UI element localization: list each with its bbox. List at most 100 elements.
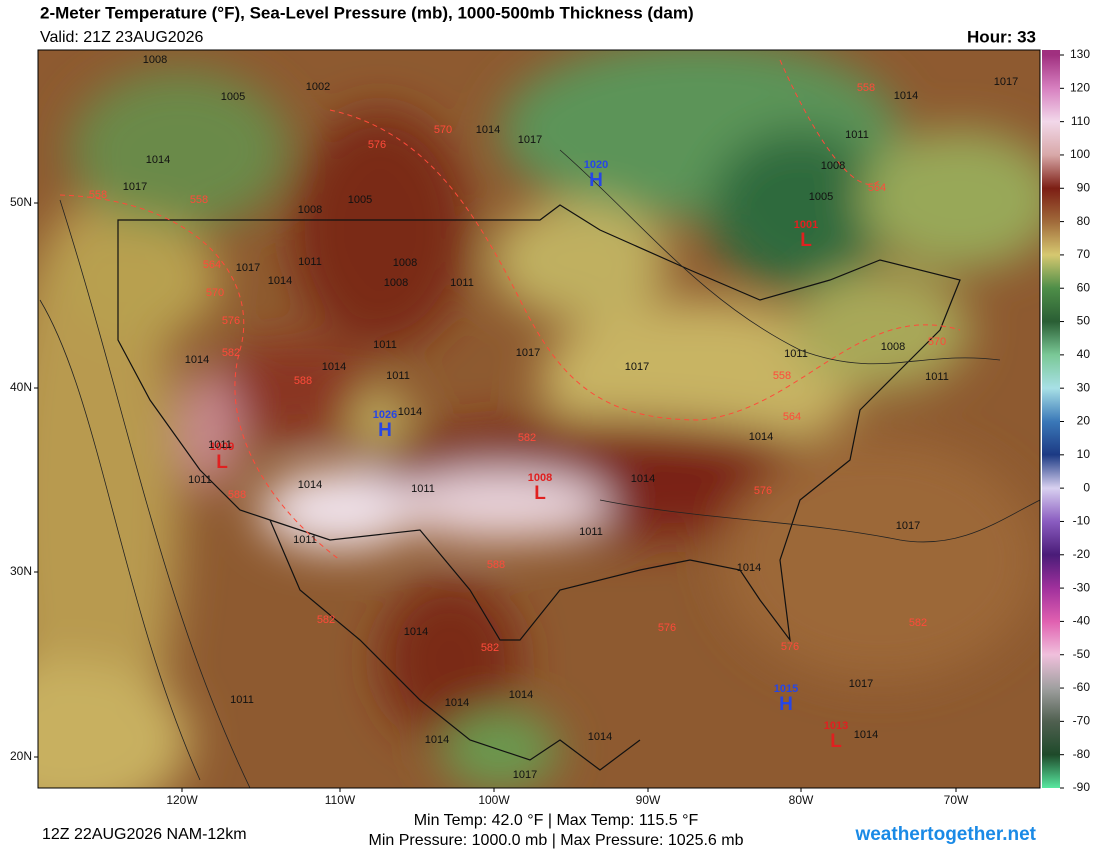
colorbar-label: 90: [1077, 180, 1091, 194]
thickness-label: 558: [857, 82, 875, 94]
thickness-label: 582: [518, 432, 536, 444]
thickness-label: 570: [928, 336, 946, 348]
isobar-label: 1014: [425, 734, 449, 746]
thickness-label: 588: [487, 559, 505, 571]
isobar-label: 1008: [143, 54, 167, 66]
colorbar-label: 60: [1077, 280, 1091, 294]
center-pressure: 1009: [210, 441, 234, 453]
isobar-label: 1014: [146, 154, 170, 166]
isobar-label: 1014: [588, 731, 612, 743]
colorbar-label: 50: [1077, 314, 1091, 328]
isobar-label: 1017: [625, 361, 649, 373]
colorbar-label: -60: [1073, 680, 1091, 694]
colorbar-label: -10: [1073, 514, 1091, 528]
thickness-label: 558: [89, 189, 107, 201]
colorbar-label: 70: [1077, 247, 1091, 261]
colorbar-label: -40: [1073, 614, 1091, 628]
center-letter: L: [534, 483, 546, 504]
isobar-label: 1017: [123, 181, 147, 193]
center-letter: L: [800, 230, 812, 251]
map-frame: [37, 49, 1041, 789]
colorbar-label: -70: [1073, 714, 1091, 728]
isobar-label: 1008: [821, 160, 845, 172]
thickness-label: 558: [773, 370, 791, 382]
colorbar-label: 0: [1083, 480, 1090, 494]
lat-label: 40N: [10, 380, 32, 394]
isobar-label: 1005: [809, 191, 833, 203]
thickness-label: 570: [434, 124, 452, 136]
colorbar-label: -50: [1073, 647, 1091, 661]
thickness-label: 588: [228, 489, 246, 501]
thickness-label: 582: [481, 642, 499, 654]
isobar-label: 1008: [298, 204, 322, 216]
colorbar-label: 30: [1077, 380, 1091, 394]
thickness-label: 576: [222, 315, 240, 327]
colorbar-label: 130: [1070, 47, 1090, 61]
isobar-label: 1008: [384, 277, 408, 289]
pressure-range: Min Pressure: 1000.0 mb | Max Pressure: …: [369, 832, 744, 849]
thickness-label: 582: [317, 614, 335, 626]
isobar-label: 1011: [293, 534, 317, 546]
colorbar-label: 120: [1070, 80, 1090, 94]
colorbar-label: 100: [1070, 147, 1090, 161]
center-pressure: 1013: [824, 720, 848, 732]
thickness-label: 582: [222, 347, 240, 359]
thickness-contours: [59, 59, 961, 561]
isobar-label: 1008: [881, 341, 905, 353]
isobar-label: 1011: [230, 694, 254, 706]
lon-label: 80W: [789, 793, 814, 807]
thickness-label: 576: [368, 139, 386, 151]
isobar-label: 1017: [518, 134, 542, 146]
lon-label: 90W: [636, 793, 661, 807]
isobar-label: 1011: [298, 256, 322, 268]
isobar-label: 1014: [631, 473, 655, 485]
isobar-label: 1005: [348, 194, 372, 206]
isobar-label: 1014: [509, 689, 533, 701]
thickness-label: 576: [754, 485, 772, 497]
thickness-label: 558: [190, 194, 208, 206]
isobar-label: 1014: [268, 275, 292, 287]
colorbar-label: -20: [1073, 547, 1091, 561]
center-letter: L: [216, 452, 228, 473]
isobar-label: 1014: [398, 406, 422, 418]
isobar-label: 1011: [373, 339, 397, 351]
center-pressure: 1015: [774, 683, 798, 695]
isobar-label: 1011: [208, 439, 232, 451]
colorbar-label: -30: [1073, 580, 1091, 594]
isobar-label: 1017: [513, 769, 537, 781]
center-pressure: 1020: [584, 159, 608, 171]
isobar-label: 1011: [188, 474, 212, 486]
map-field: [38, 50, 1040, 788]
thickness-label: 570: [206, 287, 224, 299]
thickness-label: 564: [868, 182, 886, 194]
center-pressure: 1001: [794, 219, 818, 231]
center-pressure: 1008: [528, 472, 552, 484]
temp-range: Min Temp: 42.0 °F | Max Temp: 115.5 °F: [414, 812, 699, 829]
isobar-label: 1014: [404, 626, 428, 638]
colorbar-label: -80: [1073, 747, 1091, 761]
colorbar-label: 80: [1077, 214, 1091, 228]
colorbar-label: 10: [1077, 447, 1091, 461]
isobar-label: 1017: [849, 678, 873, 690]
lat-label: 30N: [10, 564, 32, 578]
lon-label: 70W: [944, 793, 969, 807]
colorbar: [1042, 50, 1060, 788]
colorbar-label: 40: [1077, 347, 1091, 361]
site: weathertogether.net: [854, 824, 1036, 845]
colorbar-label: 110: [1071, 114, 1090, 128]
colorbar-label: -90: [1073, 780, 1091, 794]
isobar-label: 1014: [749, 431, 773, 443]
forecast-hour: Hour: 33: [967, 27, 1036, 46]
isobar-label: 1014: [894, 90, 918, 102]
isobar-label: 1014: [737, 562, 761, 574]
center-letter: L: [830, 731, 842, 752]
valid-time: Valid: 21Z 23AUG2026: [40, 29, 203, 46]
isobar-label: 1014: [445, 697, 469, 709]
isobar-label: 1014: [476, 124, 500, 136]
isobar-label: 1011: [386, 370, 410, 382]
isobars: [39, 149, 1040, 788]
title: 2-Meter Temperature (°F), Sea-Level Pres…: [40, 3, 694, 22]
thickness-label: 564: [203, 259, 221, 271]
